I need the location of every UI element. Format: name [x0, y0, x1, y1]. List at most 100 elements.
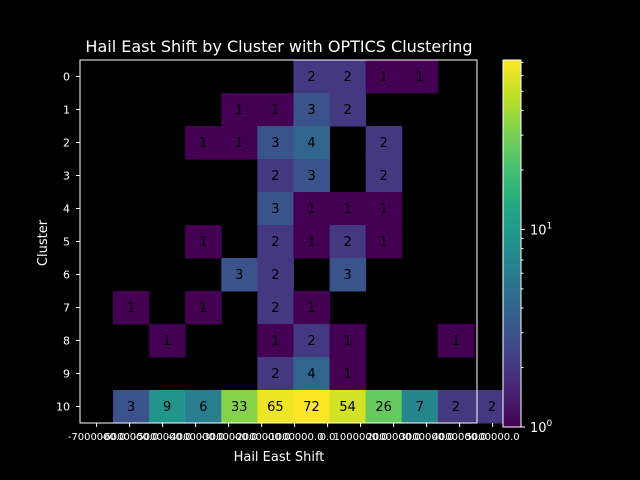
y-tick-label: 0: [63, 71, 70, 84]
heatmap-cell: [329, 60, 367, 94]
heatmap-cell: [257, 324, 294, 358]
cell-value-label: 1: [271, 334, 279, 349]
y-tick-label: 8: [63, 335, 70, 348]
x-tick-label: -3000000.0: [200, 432, 258, 443]
heatmap-cell: [257, 159, 294, 193]
y-axis-ticks: 0 1 2 3 4 5 6 7 8 9 10: [56, 71, 80, 414]
cell-value-label: 7: [416, 400, 424, 415]
cell-value-label: 26: [375, 400, 392, 415]
cell-value-label: 1: [307, 202, 315, 217]
heatmap-cell: [329, 225, 367, 259]
cell-value-label: 9: [163, 400, 171, 415]
heatmap-cell: [293, 192, 331, 226]
heatmap-cell: [293, 390, 331, 424]
heatmap-cell: [113, 291, 150, 325]
heatmap-cell: [365, 60, 403, 94]
x-tick-label: -4000000.0: [167, 432, 225, 443]
cell-value-label: 2: [271, 268, 279, 283]
cell-value-label: 1: [380, 70, 388, 85]
cell-value-label: 2: [343, 235, 351, 250]
heatmap-cell: [293, 324, 331, 358]
cell-labels: 2 2 1 1 1 1 3 2 1 1 3 4 2 2 3 2 3 1 1 1 1 2 1 2 1 3 2 3 1 1 2 1 1 1 2 1 1 2 4 1…: [127, 70, 496, 415]
y-tick-label: 2: [63, 137, 70, 150]
cell-value-label: 1: [271, 103, 279, 118]
heatmap-cells: [113, 60, 511, 424]
heatmap-cell: [365, 390, 403, 424]
cell-value-label: 4: [307, 367, 315, 382]
cell-value-label: 3: [343, 268, 351, 283]
cell-value-label: 2: [380, 169, 388, 184]
cell-value-label: 1: [307, 301, 315, 316]
colorbar-tick-label: 100: [530, 419, 553, 436]
heatmap-cell: [293, 357, 331, 391]
heatmap-cell: [149, 390, 186, 424]
heatmap-cell: [329, 192, 367, 226]
y-tick-label: 3: [63, 170, 70, 183]
y-tick-label: 10: [56, 401, 70, 414]
heatmap-cell: [257, 357, 294, 391]
cell-value-label: 2: [271, 169, 279, 184]
cell-value-label: 2: [380, 136, 388, 151]
x-tick-label: 5000000.0: [466, 432, 520, 443]
chart-title: Hail East Shift by Cluster with OPTICS C…: [85, 37, 472, 56]
x-tick-label: -2000000.0: [233, 432, 291, 443]
heatmap-cell: [185, 225, 222, 259]
heatmap-cell: [293, 291, 331, 325]
cell-value-label: 3: [271, 136, 279, 151]
x-tick-label: -7000000.0: [68, 432, 126, 443]
x-tick-label: 3000000.0: [400, 432, 454, 443]
colorbar-ticks: 100 101: [521, 61, 553, 436]
heatmap-cell: [257, 126, 294, 160]
cell-value-label: 6: [199, 400, 207, 415]
y-tick-label: 6: [63, 269, 70, 282]
cell-value-label: 3: [235, 268, 243, 283]
heatmap-cell: [329, 357, 367, 391]
cell-value-label: 1: [380, 202, 388, 217]
heatmap-cell: [293, 159, 331, 193]
cell-value-label: 1: [235, 103, 243, 118]
cell-value-label: 54: [339, 400, 356, 415]
y-tick-label: 9: [63, 368, 70, 381]
heatmap-cell: [113, 390, 150, 424]
cell-value-label: 3: [127, 400, 135, 415]
heatmap-cell: [221, 93, 258, 127]
cell-value-label: 2: [271, 235, 279, 250]
heatmap-cell: [293, 225, 331, 259]
heatmap-cell: [329, 93, 367, 127]
x-axis-ticks: -7000000.0-6000000.0-5000000.0-4000000.0…: [68, 423, 520, 443]
cell-value-label: 72: [303, 400, 320, 415]
heatmap-cell: [365, 192, 403, 226]
cell-value-label: 1: [343, 367, 351, 382]
x-tick-label: -6000000.0: [101, 432, 159, 443]
heatmap-cell: [437, 324, 475, 358]
heatmap-cell: [221, 258, 258, 292]
x-tick-label: 1000000.0: [334, 432, 388, 443]
heatmap-cell: [329, 258, 367, 292]
cell-value-label: 2: [343, 103, 351, 118]
heatmap-cell: [221, 126, 258, 160]
x-tick-label: -5000000.0: [134, 432, 192, 443]
heatmap-cell: [257, 291, 294, 325]
cell-value-label: 2: [307, 70, 315, 85]
cell-value-label: 3: [307, 103, 315, 118]
colorbar: [502, 59, 522, 428]
cell-value-label: 3: [307, 169, 315, 184]
heatmap-cell: [401, 60, 439, 94]
x-axis-label: Hail East Shift: [234, 450, 325, 465]
cell-value-label: 2: [452, 400, 460, 415]
heatmap-cell: [293, 60, 331, 94]
y-tick-label: 1: [63, 104, 70, 117]
y-tick-label: 7: [63, 302, 70, 315]
cell-value-label: 1: [416, 70, 424, 85]
cell-value-label: 1: [199, 235, 207, 250]
heatmap-cell: [365, 159, 403, 193]
heatmap-cell: [257, 258, 294, 292]
heatmap-cell: [401, 390, 439, 424]
cell-value-label: 2: [271, 367, 279, 382]
heatmap-cell: [437, 390, 475, 424]
colorbar-tick-label: 101: [530, 221, 552, 238]
x-tick-label: 4000000.0: [433, 432, 487, 443]
heatmap-cell: [365, 225, 403, 259]
y-tick-label: 4: [63, 203, 70, 216]
